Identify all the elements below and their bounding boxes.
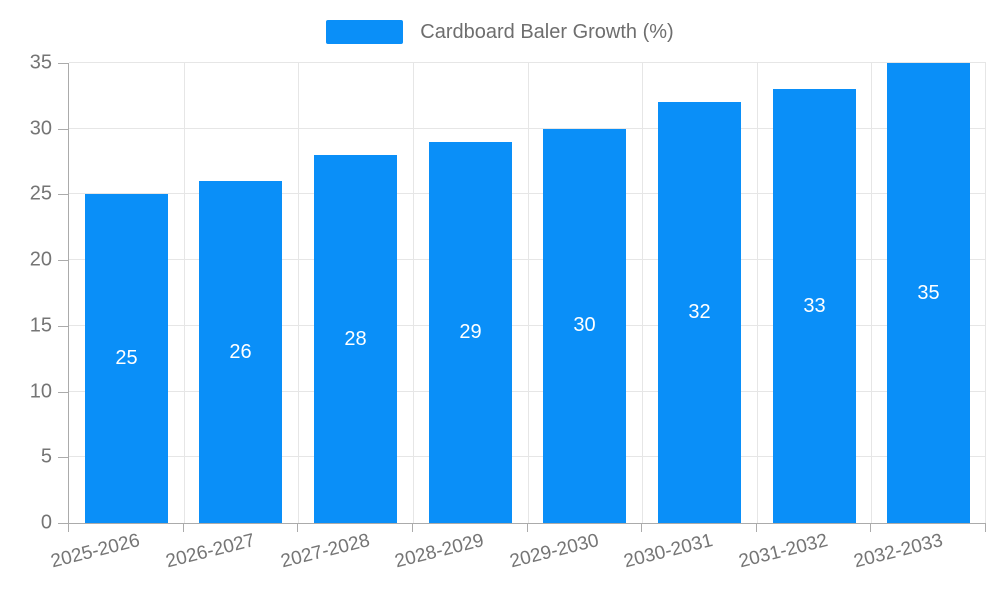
y-gridline: [69, 390, 986, 392]
x-gridline: [642, 63, 643, 523]
x-axis-tick-label: 2025-2026: [48, 530, 143, 573]
x-axis-tick-label: 2029-2030: [507, 530, 602, 573]
y-axis-tick: [58, 457, 68, 458]
bar-value-label: 32: [688, 301, 711, 324]
y-gridline: [69, 456, 986, 458]
y-axis-tick-label: 15: [29, 314, 52, 337]
y-axis-tick: [58, 326, 68, 327]
y-axis-tick: [58, 63, 68, 64]
bar[interactable]: 30: [543, 128, 626, 523]
x-axis-tick: [985, 524, 986, 532]
legend-swatch-icon: [326, 20, 404, 44]
x-gridline: [184, 63, 185, 523]
x-axis-tick: [297, 524, 298, 532]
bar-value-label: 26: [229, 340, 252, 363]
x-axis-tick-label: 2028-2029: [392, 530, 487, 573]
y-axis-tick-label: 20: [29, 248, 52, 271]
y-axis-tick-label: 30: [29, 117, 52, 140]
plot-area: 25 26 28 29 30 32 33 35: [68, 62, 986, 524]
bar-value-label: 28: [344, 327, 367, 350]
y-axis-tick: [58, 129, 68, 130]
bar[interactable]: 26: [199, 181, 282, 523]
bar-value-label: 29: [459, 320, 482, 343]
legend-label: Cardboard Baler Growth (%): [420, 20, 674, 43]
legend-item[interactable]: Cardboard Baler Growth (%): [326, 20, 674, 44]
x-axis-tick-label: 2027-2028: [278, 530, 373, 573]
x-gridline: [413, 63, 414, 523]
bar-value-label: 33: [803, 294, 826, 317]
x-axis-tick: [641, 524, 642, 532]
bar[interactable]: 35: [887, 63, 970, 523]
x-axis-tick-label: 2032-2033: [851, 530, 946, 573]
x-gridline: [871, 63, 872, 523]
x-axis-tick: [870, 524, 871, 532]
bar-value-label: 30: [573, 314, 596, 337]
y-axis-tick: [58, 194, 68, 195]
bar[interactable]: 32: [658, 102, 741, 523]
x-gridline: [757, 63, 758, 523]
x-gridline: [528, 63, 529, 523]
y-axis-tick-label: 5: [40, 445, 52, 468]
x-axis-tick: [756, 524, 757, 532]
y-axis-tick-label: 25: [29, 182, 52, 205]
y-axis-tick-label: 0: [40, 511, 52, 534]
y-axis-tick: [58, 392, 68, 393]
y-axis-tick-label: 10: [29, 380, 52, 403]
legend: Cardboard Baler Growth (%): [0, 20, 1000, 44]
bar-value-label: 35: [917, 281, 940, 304]
y-gridline: [69, 259, 986, 261]
x-axis-tick: [412, 524, 413, 532]
x-axis-tick-label: 2030-2031: [621, 530, 716, 573]
x-axis-tick-label: 2026-2027: [163, 530, 258, 573]
bar[interactable]: 33: [773, 89, 856, 523]
bar[interactable]: 29: [429, 141, 512, 523]
x-axis-tick: [183, 524, 184, 532]
y-gridline: [69, 193, 986, 195]
bar[interactable]: 28: [314, 155, 397, 523]
x-axis-tick-label: 2031-2032: [736, 530, 831, 573]
y-axis-tick-label: 35: [29, 51, 52, 74]
x-axis-tick: [68, 524, 69, 532]
y-gridline: [69, 127, 986, 129]
x-gridline: [985, 63, 986, 523]
y-axis-tick: [58, 523, 68, 524]
x-axis-tick: [527, 524, 528, 532]
y-gridline: [69, 62, 986, 63]
bar-value-label: 25: [115, 347, 138, 370]
bar[interactable]: 25: [85, 194, 168, 523]
x-gridline: [298, 63, 299, 523]
y-axis-tick: [58, 260, 68, 261]
y-gridline: [69, 324, 986, 326]
